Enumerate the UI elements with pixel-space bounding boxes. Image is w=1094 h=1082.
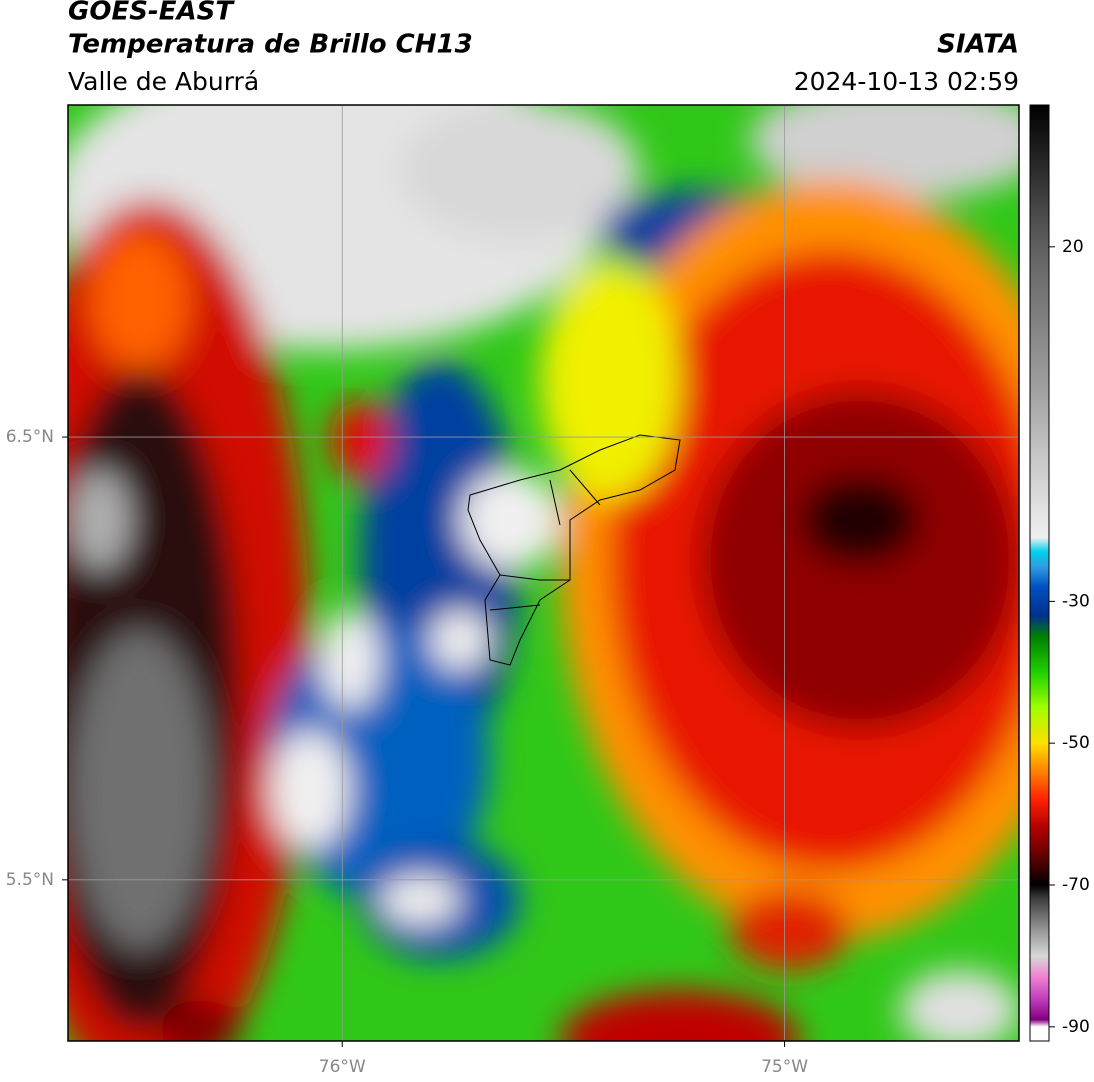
source: SIATA <box>937 30 1019 60</box>
colorbar-label: -70 <box>1062 875 1090 895</box>
y-tick-label: 5.5°N <box>6 870 54 890</box>
subtitle: Temperatura de Brillo CH13 <box>68 30 473 60</box>
region: Valle de Aburrá <box>68 67 259 96</box>
map-frame <box>67 104 1020 1042</box>
title: GOES-EAST <box>68 0 235 27</box>
colorbar-label: -50 <box>1062 733 1090 753</box>
colorbar-label: -30 <box>1062 591 1090 611</box>
y-tick-label: 6.5°N <box>6 427 54 447</box>
satellite-image <box>68 105 1019 1041</box>
timestamp: 2024-10-13 02:59 <box>794 67 1019 96</box>
colorbar-label: 20 <box>1062 237 1084 257</box>
colorbar <box>1029 104 1050 1042</box>
region-outline <box>467 434 681 666</box>
x-tick-label: 76°W <box>319 1057 366 1077</box>
grid <box>68 105 1019 1041</box>
municipal-boundaries <box>489 469 601 611</box>
x-tick-label: 75°W <box>761 1057 808 1077</box>
colorbar-label: -90 <box>1062 1017 1090 1037</box>
